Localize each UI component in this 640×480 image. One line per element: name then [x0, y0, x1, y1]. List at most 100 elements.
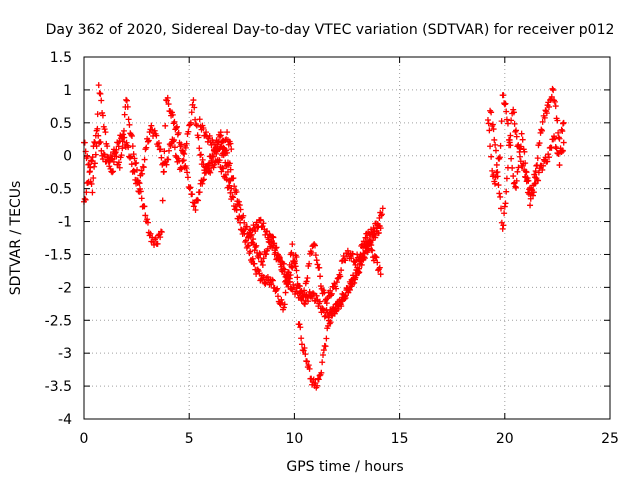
- data-point: [194, 196, 201, 203]
- data-point: [513, 184, 520, 191]
- data-point: [498, 205, 505, 212]
- data-point: [145, 137, 152, 144]
- data-point: [231, 183, 238, 190]
- data-point: [489, 167, 496, 174]
- x-tick-label: 25: [601, 431, 619, 447]
- y-tick-label: 1: [63, 83, 72, 99]
- data-point: [133, 159, 140, 166]
- data-point: [290, 281, 297, 288]
- data-point: [88, 158, 95, 165]
- data-point: [555, 129, 562, 136]
- data-point: [86, 161, 93, 168]
- data-point: [94, 125, 101, 132]
- data-point: [293, 267, 300, 274]
- data-point: [510, 173, 517, 180]
- data-point: [90, 143, 97, 150]
- data-point: [123, 96, 130, 103]
- data-point: [549, 85, 556, 92]
- data-point: [167, 142, 174, 149]
- data-point: [263, 251, 270, 258]
- data-point: [81, 139, 88, 146]
- data-point: [128, 133, 135, 140]
- data-point: [171, 144, 178, 151]
- data-point: [280, 265, 287, 272]
- data-point: [331, 308, 338, 315]
- data-point: [532, 167, 539, 174]
- data-point: [318, 369, 325, 376]
- data-point: [529, 192, 536, 199]
- data-point: [123, 97, 130, 104]
- data-point: [154, 240, 161, 247]
- x-tick-label: 5: [185, 431, 194, 447]
- data-point: [375, 229, 382, 236]
- data-point: [484, 117, 491, 124]
- data-point: [370, 257, 377, 264]
- data-point: [204, 165, 211, 172]
- data-point: [235, 198, 242, 205]
- data-point: [552, 103, 559, 110]
- data-point: [361, 255, 368, 262]
- data-point: [551, 135, 558, 142]
- data-point: [157, 146, 164, 153]
- data-point: [223, 176, 230, 183]
- data-point: [137, 188, 144, 195]
- data-point: [320, 352, 327, 359]
- x-tick-label: 20: [496, 431, 514, 447]
- data-point: [358, 261, 365, 268]
- data-point: [200, 177, 207, 184]
- data-point: [206, 132, 213, 139]
- data-point: [302, 351, 309, 358]
- data-point: [81, 195, 88, 202]
- data-point: [311, 298, 318, 305]
- data-point: [298, 341, 305, 348]
- data-point: [298, 297, 305, 304]
- data-point: [260, 220, 267, 227]
- data-point: [516, 143, 523, 150]
- data-point: [291, 260, 298, 267]
- data-point: [289, 264, 296, 271]
- data-point: [190, 203, 197, 210]
- data-point: [312, 242, 319, 249]
- data-point: [243, 223, 250, 230]
- data-point: [222, 171, 229, 178]
- data-point: [197, 151, 204, 158]
- data-point: [173, 125, 180, 131]
- data-point: [95, 132, 102, 139]
- data-point: [504, 120, 511, 127]
- data-point: [94, 111, 101, 118]
- data-point: [160, 168, 167, 175]
- data-point: [515, 164, 522, 171]
- data-point: [184, 169, 191, 176]
- y-tick-label: 0.5: [50, 116, 72, 132]
- data-point: [240, 212, 247, 219]
- data-point: [541, 114, 548, 121]
- data-point: [130, 167, 137, 174]
- data-point: [309, 295, 316, 302]
- data-point: [253, 242, 260, 249]
- data-point: [248, 231, 255, 238]
- data-point: [201, 170, 208, 177]
- data-point: [283, 274, 290, 281]
- data-point: [521, 167, 528, 174]
- data-point: [91, 139, 98, 146]
- data-point: [188, 109, 195, 116]
- data-point: [297, 324, 304, 331]
- data-point: [125, 144, 132, 151]
- data-point: [116, 164, 123, 171]
- data-point: [257, 216, 264, 223]
- data-point: [313, 292, 320, 299]
- data-point: [338, 303, 345, 310]
- data-point: [492, 147, 499, 154]
- data-point: [144, 219, 151, 226]
- data-point: [512, 183, 519, 190]
- data-point: [128, 161, 135, 168]
- data-point: [510, 109, 517, 116]
- data-point: [230, 175, 237, 182]
- data-point: [501, 210, 508, 217]
- data-point: [510, 106, 517, 113]
- data-point: [560, 139, 567, 146]
- data-point: [108, 155, 115, 162]
- data-point: [325, 314, 332, 321]
- data-point: [88, 157, 95, 164]
- data-point: [143, 144, 150, 151]
